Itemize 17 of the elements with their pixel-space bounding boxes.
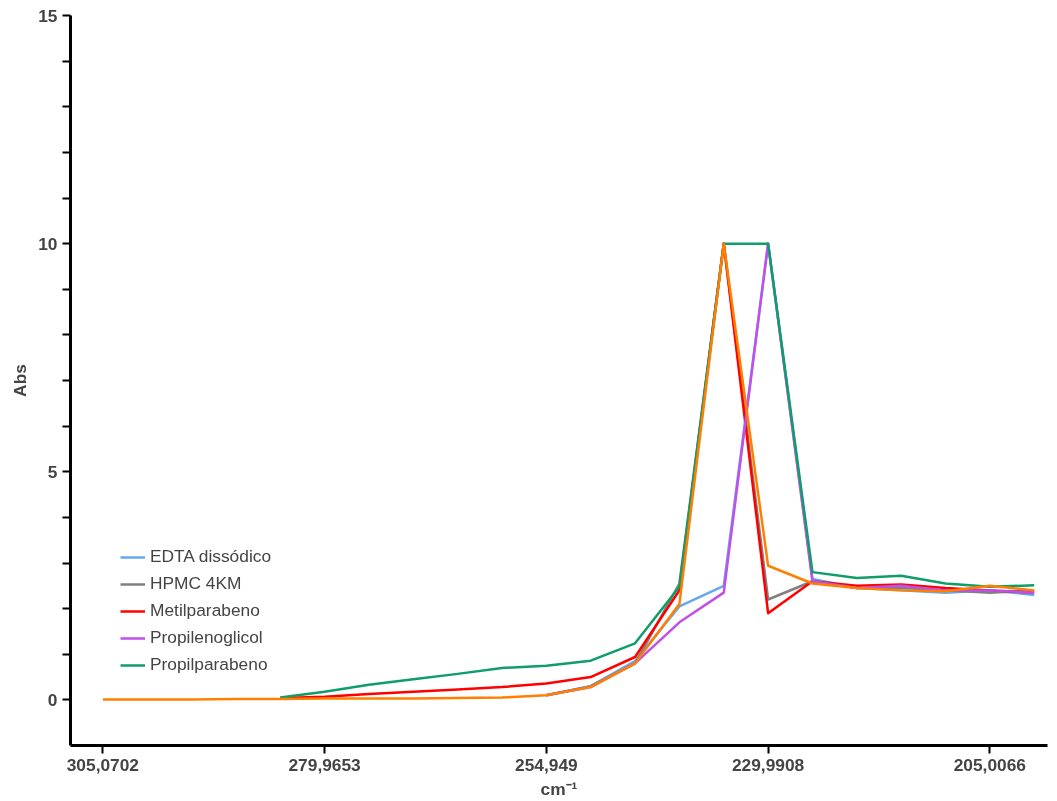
y-tick-label: 5 xyxy=(47,461,58,482)
y-tick-label: 10 xyxy=(38,233,58,254)
legend-label: Metilparabeno xyxy=(150,600,260,621)
legend-label: Propilenoglicol xyxy=(150,627,263,648)
x-tick-label: 205,0066 xyxy=(953,754,1027,775)
legend-label: EDTA dissódico xyxy=(150,546,272,567)
x-tick-label: 254,949 xyxy=(515,754,578,775)
legend-label: HPMC 4KM xyxy=(150,573,242,594)
legend-label: Propilparabeno xyxy=(150,654,268,675)
line-series xyxy=(101,242,1036,701)
y-tick-label: 0 xyxy=(47,689,58,710)
x-tick-label: 305,0702 xyxy=(66,754,140,775)
x-tick-label: 279,9653 xyxy=(288,754,362,775)
y-tick-label: 15 xyxy=(38,5,58,26)
x-axis-title: cm⁻¹ xyxy=(540,778,578,799)
y-axis-title: Abs xyxy=(10,364,31,397)
x-tick-label: 229,9908 xyxy=(731,754,805,775)
